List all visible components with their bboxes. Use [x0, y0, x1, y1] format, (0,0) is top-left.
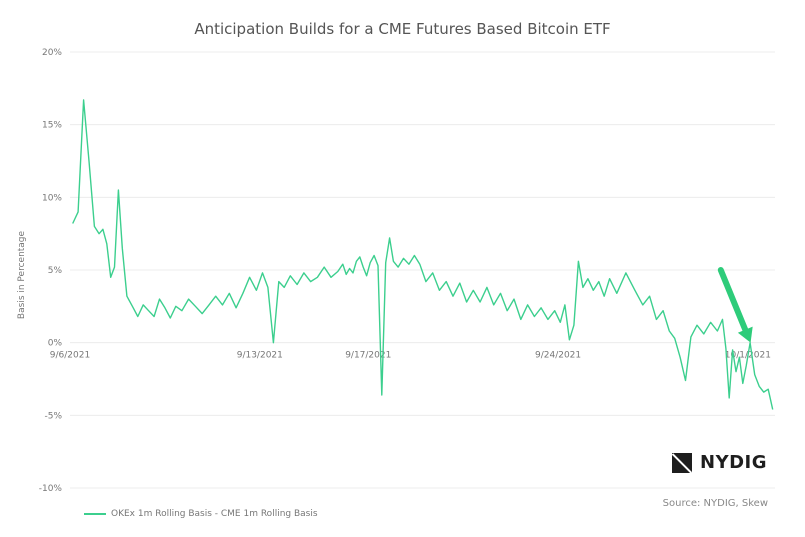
- y-axis-ticks: 20% 15% 10% 5% 0% -5% -10%: [39, 48, 63, 494]
- x-tick-label: 9/6/2021: [50, 351, 90, 361]
- y-tick-label: 0%: [48, 339, 63, 349]
- legend-swatch: [84, 513, 106, 515]
- y-tick-label: 15%: [42, 121, 62, 131]
- series-layer: [72, 99, 774, 410]
- y-axis-label: Basis in Percentage: [17, 230, 27, 319]
- y-tick-label: 10%: [42, 193, 62, 203]
- annotation-arrow-head-icon: [737, 326, 753, 343]
- legend: OKEx 1m Rolling Basis - CME 1m Rolling B…: [84, 509, 318, 519]
- chart-title: Anticipation Builds for a CME Futures Ba…: [194, 20, 611, 38]
- x-tick-label: 9/17/2021: [345, 351, 391, 361]
- x-tick-label: 9/13/2021: [237, 351, 283, 361]
- y-tick-label: -5%: [44, 411, 62, 421]
- y-tick-label: -10%: [39, 484, 63, 494]
- annotation-arrow-shaft: [717, 267, 749, 333]
- source-note: Source: NYDIG, Skew: [662, 498, 768, 509]
- annotation-layer: [717, 267, 753, 343]
- x-axis-ticks: 9/6/2021 9/13/2021 9/17/2021 9/24/2021 10/1/…: [50, 351, 771, 361]
- logo-text: NYDIG: [700, 452, 768, 473]
- y-tick-label: 5%: [48, 266, 63, 276]
- y-tick-label: 20%: [42, 48, 62, 58]
- x-tick-label: 9/24/2021: [535, 351, 581, 361]
- nydig-logo: NYDIG: [672, 452, 767, 473]
- legend-label: OKEx 1m Rolling Basis - CME 1m Rolling B…: [111, 509, 318, 519]
- series-line: [72, 99, 774, 410]
- nydig-logo-mark-icon: [672, 452, 692, 473]
